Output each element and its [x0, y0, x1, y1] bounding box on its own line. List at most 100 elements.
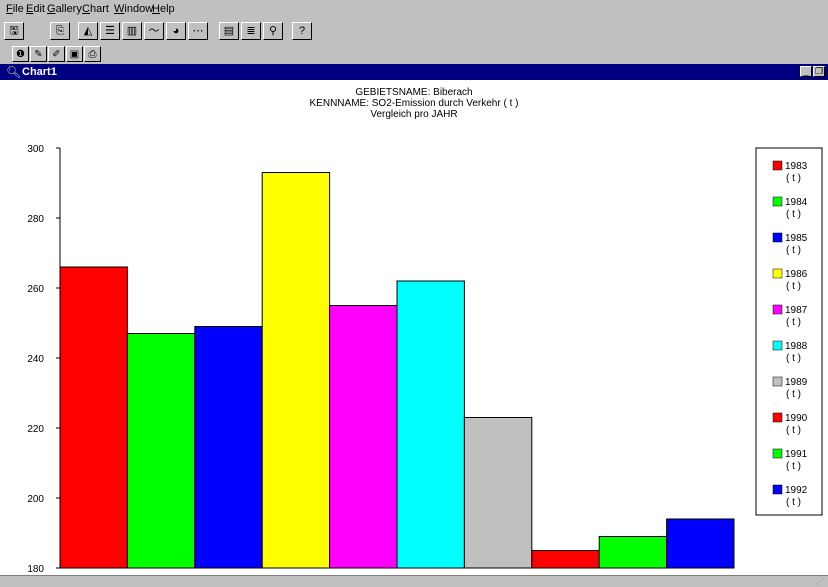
picture-icon: ▣: [69, 48, 80, 60]
menu-accelerator: W: [114, 3, 125, 15]
legend-swatch-1986: [772, 268, 783, 279]
bar-1989: [463, 417, 533, 569]
save-button[interactable]: 🖫: [4, 22, 24, 40]
properties-button[interactable]: ▤: [219, 22, 239, 40]
y-tick-label: 220: [27, 424, 44, 435]
bar-1991: [598, 536, 668, 569]
minimize-button[interactable]: _: [800, 66, 812, 77]
copy-button[interactable]: ⎘: [50, 22, 70, 40]
menu-window[interactable]: Window: [114, 3, 153, 15]
menu-gallery[interactable]: Gallery: [47, 3, 82, 15]
info-icon: ❶: [16, 48, 25, 60]
chart-title-line: Vergleich pro JAHR: [370, 109, 457, 120]
context-help-button[interactable]: ?: [292, 22, 312, 40]
legend-unit: ( t ): [786, 317, 801, 328]
menu-edit[interactable]: Edit: [26, 3, 45, 15]
pen-icon: ✎: [34, 48, 43, 60]
menu-label-rest: allery: [55, 3, 82, 15]
legend-button[interactable]: ≣: [241, 22, 261, 40]
legend-unit: ( t ): [786, 353, 801, 364]
legend-swatch-1992: [772, 484, 783, 495]
legend-swatch-1990: [772, 412, 783, 423]
legend-label-1985: 1985: [785, 233, 808, 244]
legend-label-1988: 1988: [785, 341, 808, 352]
context-help-icon: ?: [298, 24, 306, 37]
chart-title-line: GEBIETSNAME: Biberach: [355, 87, 472, 98]
resize-grip-icon[interactable]: ⋰: [816, 577, 824, 586]
legend-swatch-1987: [772, 304, 783, 315]
menu-chart[interactable]: Chart: [82, 3, 109, 15]
scatter-chart-icon: ⋯: [192, 24, 204, 37]
bar-1986: [261, 172, 331, 569]
legend-label-1987: 1987: [785, 305, 808, 316]
legend-label-1983: 1983: [785, 161, 808, 172]
legend-box: [755, 147, 823, 516]
menu-help[interactable]: Help: [152, 3, 175, 15]
menu-file[interactable]: File: [6, 3, 24, 15]
legend-unit: ( t ): [786, 425, 801, 436]
menu-label-rest: indow: [124, 3, 154, 15]
bar-1985: [194, 326, 263, 569]
area-chart-icon: ◭: [83, 24, 93, 37]
legend-unit: ( t ): [786, 497, 801, 508]
copy-icon: ⎘: [55, 24, 65, 37]
properties-icon: ▤: [223, 24, 235, 37]
y-tick-label: 240: [27, 354, 44, 365]
menu-label-rest: dit: [33, 3, 45, 15]
legend-swatch-1988: [772, 340, 783, 351]
legend-swatch-1991: [772, 448, 783, 459]
legend-label-1984: 1984: [785, 197, 808, 208]
line-chart-button[interactable]: 〜: [144, 22, 164, 40]
pie-chart-icon: ◕: [172, 24, 180, 37]
bar-1984: [126, 333, 196, 569]
legend-label-1992: 1992: [785, 485, 808, 496]
legend-label-1990: 1990: [785, 413, 808, 424]
bar-1983: [59, 266, 128, 569]
menu-accelerator: G: [47, 3, 56, 15]
legend-unit: ( t ): [786, 173, 801, 184]
y-tick-label: 260: [27, 284, 44, 295]
print-button[interactable]: ⎙: [84, 46, 101, 62]
line-chart-icon: 〜: [148, 24, 160, 37]
edit-button[interactable]: ✐: [48, 46, 65, 62]
info-button[interactable]: ❶: [12, 46, 29, 62]
legend-unit: ( t ): [786, 245, 801, 256]
edit-icon: ✐: [52, 48, 61, 60]
chart-window-titlebar[interactable]: 🔍︎ Chart1 _ ❐: [0, 64, 828, 80]
menu-accelerator: E: [26, 3, 34, 15]
menu-accelerator: H: [152, 3, 160, 15]
restore-button[interactable]: ❐: [813, 66, 825, 77]
hbar-chart-icon: ☰: [105, 24, 115, 37]
bar-chart-button[interactable]: ▥: [122, 22, 142, 40]
chart-title-line: KENNNAME: SO2-Emission durch Verkehr ( t…: [310, 98, 519, 109]
pen-button[interactable]: ✎: [30, 46, 47, 62]
save-icon: 🖫: [9, 24, 19, 37]
area-chart-button[interactable]: ◭: [78, 22, 98, 40]
print-icon: ⎙: [88, 48, 97, 60]
legend-swatch-1985: [772, 232, 783, 243]
y-tick-label: 300: [27, 144, 44, 155]
legend-swatch-1989: [772, 376, 783, 387]
y-tick-label: 280: [27, 214, 44, 225]
legend-unit: ( t ): [786, 389, 801, 400]
menu-bar: File Edit Gallery Chart Window Help: [0, 0, 828, 18]
hbar-chart-button[interactable]: ☰: [100, 22, 120, 40]
legend-unit: ( t ): [786, 461, 801, 472]
bar-1987: [329, 305, 398, 569]
y-tick-label: 180: [27, 564, 44, 575]
pie-chart-button[interactable]: ◕: [166, 22, 186, 40]
scatter-chart-button[interactable]: ⋯: [188, 22, 208, 40]
legend-unit: ( t ): [786, 281, 801, 292]
window-title: Chart1: [22, 66, 57, 78]
menu-label-rest: elp: [159, 3, 175, 15]
legend-label-1989: 1989: [785, 377, 808, 388]
legend-swatch-1983: [772, 160, 783, 171]
binoculars-button[interactable]: ⚲: [263, 22, 283, 40]
menu-label-rest: hart: [89, 3, 109, 15]
legend-icon: ≣: [246, 24, 256, 37]
chart-area: GEBIETSNAME: Biberach KENNNAME: SO2-Emiss…: [0, 80, 828, 575]
legend-swatch-1984: [772, 196, 783, 207]
status-bar: ⋰: [0, 575, 828, 587]
picture-button[interactable]: ▣: [66, 46, 83, 62]
